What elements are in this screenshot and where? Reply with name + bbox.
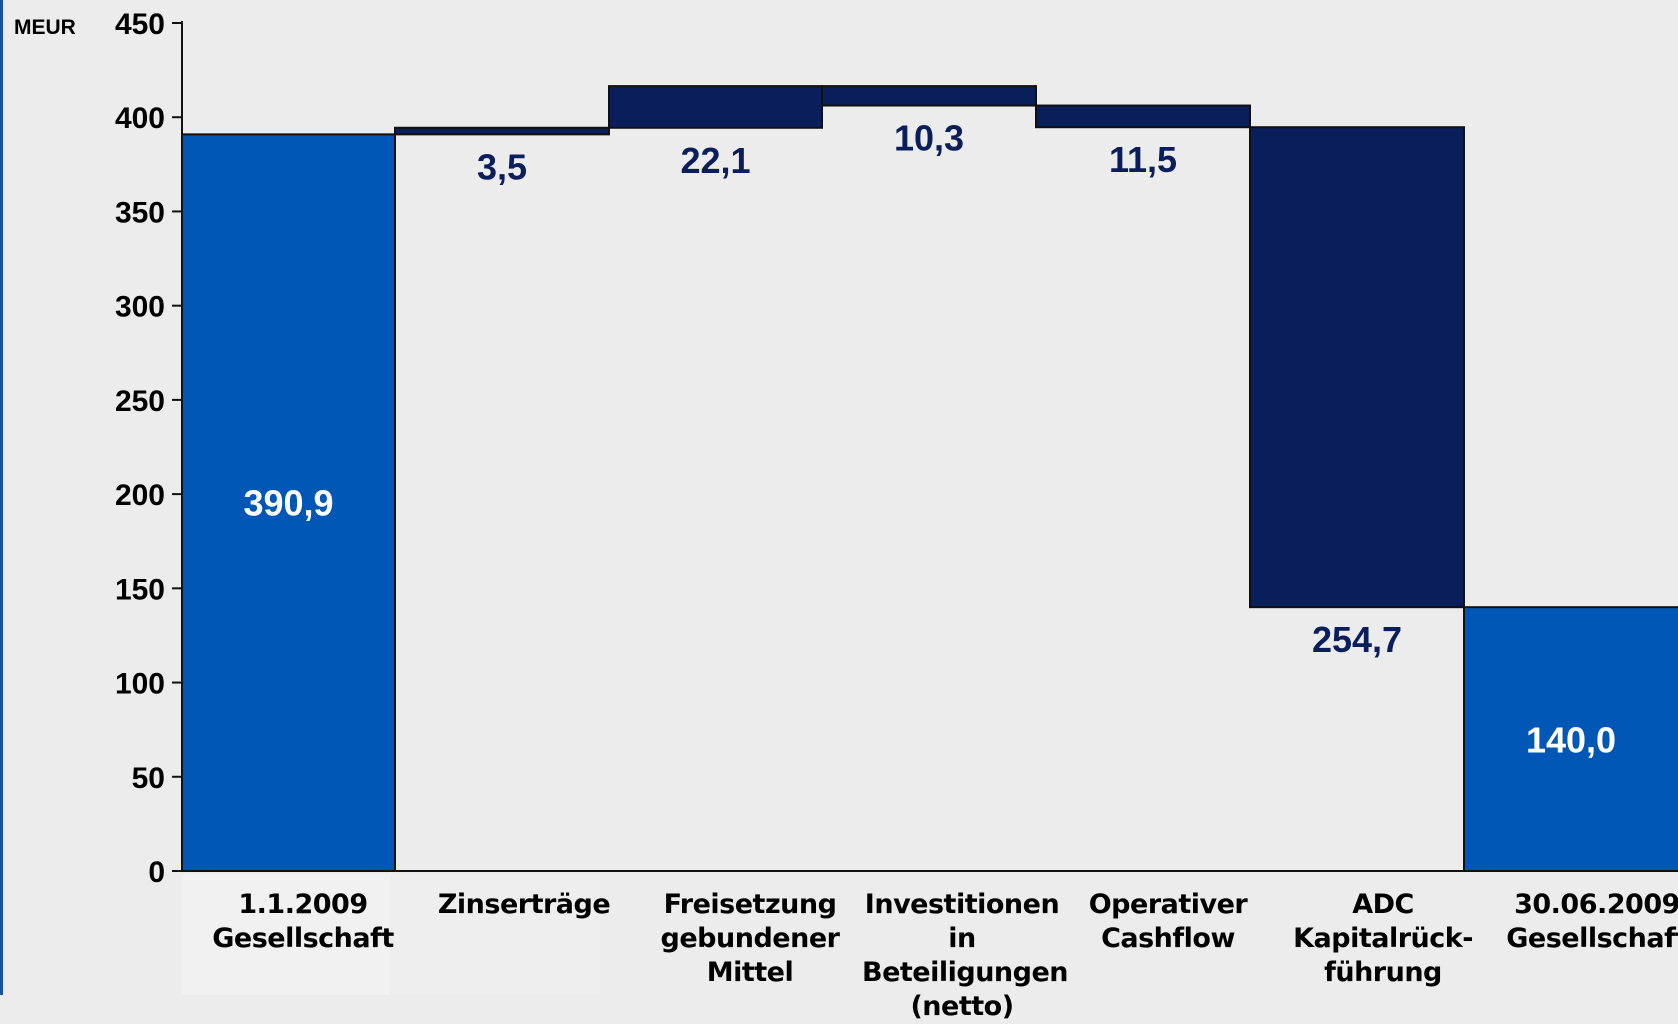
data-label: 254,7	[1312, 619, 1402, 660]
waterfall-bar	[394, 126, 610, 136]
waterfall-chart: 0 50 100 150 200 250 300 350 400 450 390,9 3,5 22,1…	[14, 8, 1678, 889]
x-category-label: Zinserträge	[437, 889, 611, 920]
category-label-band	[392, 874, 600, 995]
data-label: 140,0	[1526, 719, 1616, 760]
x-category-label: Investitionen in Beteiligungen (netto)	[862, 889, 1069, 1022]
axes-group: 0 50 100 150 200 250 300 350 400 450	[115, 8, 1678, 889]
y-tick-label: 150	[115, 573, 165, 606]
x-category-label: Freisetzung gebundener Mittel	[660, 889, 840, 988]
data-label: 3,5	[477, 146, 527, 187]
x-category-label: 30.06.2009 Gesellschaft	[1506, 889, 1678, 954]
waterfall-bar	[608, 85, 823, 129]
data-label: 10,3	[894, 118, 964, 159]
category-label-band	[182, 874, 390, 995]
y-tick-label: 450	[115, 8, 165, 41]
left-edge-rule	[0, 0, 3, 995]
y-tick-label: 350	[115, 196, 165, 229]
waterfall-bar	[1463, 606, 1678, 873]
data-label: 390,9	[243, 483, 333, 524]
y-tick-label: 50	[132, 762, 165, 795]
x-category-label: ADC Kapitalrück- führung	[1293, 889, 1473, 988]
y-tick-label: 300	[115, 291, 165, 324]
waterfall-bar	[181, 133, 396, 872]
y-tick-label: 200	[115, 479, 165, 512]
y-tick-label: 250	[115, 385, 165, 418]
unit-label: MEUR	[14, 16, 76, 39]
y-tick-label: 100	[115, 668, 165, 701]
waterfall-bar	[1035, 104, 1251, 129]
x-category-label: 1.1.2009 Gesellschaft	[212, 889, 394, 954]
waterfall-bar	[821, 85, 1037, 107]
data-label: 22,1	[680, 140, 750, 181]
x-category-label: Operativer Cashflow	[1088, 889, 1248, 954]
waterfall-bar	[1249, 126, 1465, 609]
y-tick-label: 400	[115, 102, 165, 135]
y-tick-label: 0	[148, 856, 165, 889]
value-labels-group: 390,9 3,5 22,1 10,3 11,5 254,7 140,0	[243, 118, 1616, 761]
bars-group	[181, 85, 1678, 873]
data-label: 11,5	[1109, 139, 1177, 180]
